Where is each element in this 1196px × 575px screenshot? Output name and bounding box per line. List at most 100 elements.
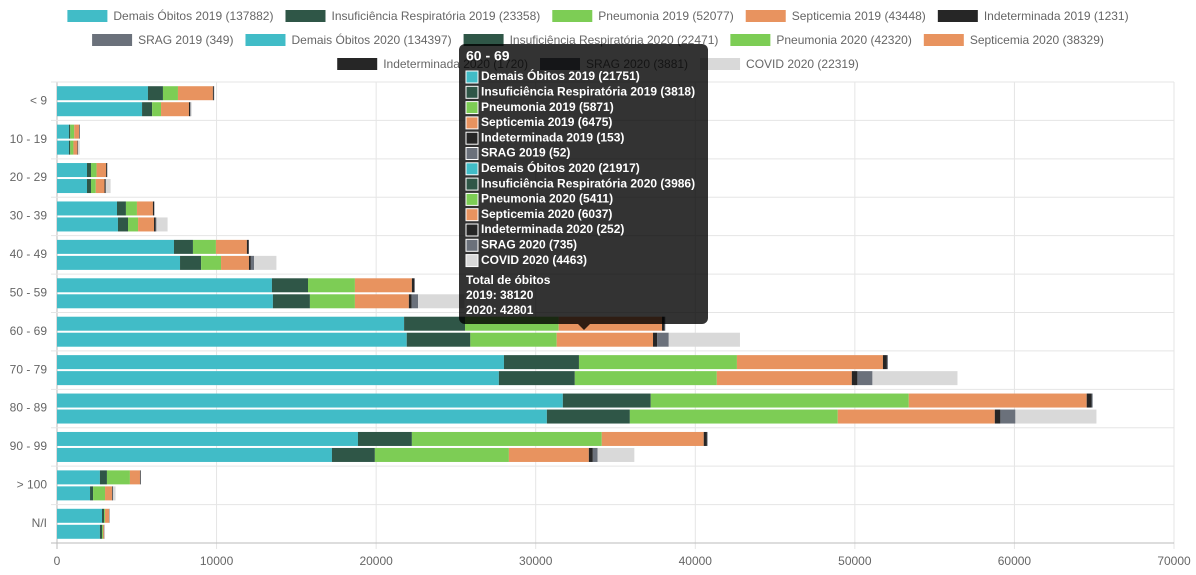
bar-segment[interactable] (716, 371, 852, 386)
bar-segment[interactable] (68, 124, 71, 139)
legend-item[interactable]: COVID 2020 (22319) (700, 57, 859, 71)
bar-segment[interactable] (90, 179, 96, 194)
bar-segment[interactable] (1000, 409, 1016, 424)
bar-segment[interactable] (411, 431, 602, 446)
bar-segment[interactable] (57, 332, 407, 347)
bar-segment[interactable] (215, 239, 247, 254)
bar-segment[interactable] (308, 278, 355, 293)
bar-segment[interactable] (68, 140, 71, 155)
bar-segment[interactable] (152, 201, 155, 216)
bar-segment[interactable] (177, 86, 213, 101)
bar-segment[interactable] (78, 140, 80, 155)
bar-segment[interactable] (703, 431, 707, 446)
bar-segment[interactable] (411, 278, 415, 293)
bar-segment[interactable] (86, 179, 91, 194)
bar-segment[interactable] (99, 470, 107, 485)
bar-segment[interactable] (190, 102, 192, 117)
bar-segment[interactable] (736, 355, 883, 370)
bar-segment[interactable] (70, 124, 75, 139)
bar-segment[interactable] (57, 355, 504, 370)
bar-segment[interactable] (112, 486, 113, 501)
bar-segment[interactable] (102, 524, 104, 539)
bar-segment[interactable] (105, 508, 110, 523)
bar-segment[interactable] (173, 239, 193, 254)
legend-item[interactable]: Insuficiência Respiratória 2019 (23358) (285, 9, 540, 23)
legend-item[interactable]: SRAG 2019 (349) (92, 33, 233, 47)
bar-segment[interactable] (408, 294, 412, 309)
bar-segment[interactable] (57, 447, 332, 462)
bar-segment[interactable] (574, 371, 717, 386)
bar-segment[interactable] (104, 508, 106, 523)
bar-segment[interactable] (592, 447, 598, 462)
bar-segment[interactable] (357, 431, 412, 446)
bar-segment[interactable] (106, 163, 108, 178)
bar-segment[interactable] (601, 431, 704, 446)
bar-segment[interactable] (96, 163, 107, 178)
bar-segment[interactable] (470, 332, 557, 347)
bar-segment[interactable] (246, 239, 249, 254)
bar-segment[interactable] (57, 508, 102, 523)
bar-segment[interactable] (221, 255, 249, 270)
bar-segment[interactable] (116, 201, 126, 216)
bar-segment[interactable] (156, 217, 168, 232)
bar-segment[interactable] (136, 201, 153, 216)
bar-segment[interactable] (129, 470, 140, 485)
bar-segment[interactable] (414, 278, 415, 293)
bar-segment[interactable] (331, 447, 375, 462)
bar-segment[interactable] (886, 355, 888, 370)
bar-segment[interactable] (851, 371, 858, 386)
bar-segment[interactable] (188, 102, 191, 117)
bar-segment[interactable] (546, 409, 630, 424)
bar-segment[interactable] (142, 102, 153, 117)
bar-segment[interactable] (90, 486, 94, 501)
bar-segment[interactable] (192, 239, 216, 254)
bar-segment[interactable] (271, 278, 309, 293)
bar-segment[interactable] (418, 294, 465, 309)
bar-segment[interactable] (837, 409, 995, 424)
bar-segment[interactable] (128, 217, 139, 232)
bar-segment[interactable] (180, 255, 202, 270)
legend-item[interactable]: Indeterminada 2019 (1231) (937, 9, 1129, 23)
bar-segment[interactable] (57, 86, 148, 101)
bar-segment[interactable] (57, 294, 273, 309)
bar-segment[interactable] (908, 393, 1087, 408)
bar-segment[interactable] (212, 86, 214, 101)
bar-segment[interactable] (657, 332, 669, 347)
bar-segment[interactable] (95, 179, 105, 194)
legend-item[interactable]: Insuficiência Respiratória 2020 (22471) (463, 33, 719, 47)
bar-segment[interactable] (57, 371, 499, 386)
bar-segment[interactable] (556, 332, 654, 347)
bar-segment[interactable] (138, 217, 155, 232)
bar-segment[interactable] (161, 102, 189, 117)
bar-segment[interactable] (152, 102, 162, 117)
bar-segment[interactable] (57, 124, 69, 139)
bar-segment[interactable] (309, 294, 355, 309)
bar-segment[interactable] (57, 255, 181, 270)
bar-segment[interactable] (99, 524, 102, 539)
bar-segment[interactable] (101, 508, 105, 523)
bar-segment[interactable] (857, 371, 873, 386)
bar-segment[interactable] (57, 486, 91, 501)
bar-segment[interactable] (1015, 409, 1097, 424)
bar-segment[interactable] (508, 447, 589, 462)
bar-segment[interactable] (57, 393, 563, 408)
bar-segment[interactable] (57, 239, 174, 254)
legend-item[interactable]: Demais Óbitos 2019 (137882) (67, 8, 273, 23)
bar-segment[interactable] (882, 355, 887, 370)
bar-segment[interactable] (90, 163, 97, 178)
bar-segment[interactable] (406, 332, 471, 347)
bar-segment[interactable] (57, 524, 100, 539)
bar-segment[interactable] (1086, 393, 1092, 408)
legend-item[interactable]: Pneumonia 2020 (42320) (730, 33, 912, 47)
bar-segment[interactable] (105, 486, 113, 501)
bar-segment[interactable] (578, 355, 737, 370)
legend-item[interactable]: Septicemia 2019 (43448) (745, 9, 926, 23)
bar-segment[interactable] (154, 217, 156, 232)
bar-segment[interactable] (588, 447, 593, 462)
bar-segment[interactable] (139, 470, 141, 485)
bar-segment[interactable] (201, 255, 222, 270)
bar-segment[interactable] (70, 140, 74, 155)
bar-segment[interactable] (113, 486, 116, 501)
bar-segment[interactable] (155, 217, 157, 232)
bar-segment[interactable] (653, 332, 658, 347)
